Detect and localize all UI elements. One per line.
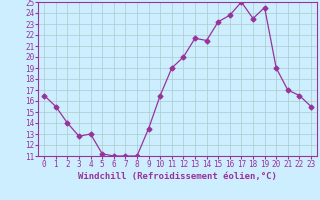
X-axis label: Windchill (Refroidissement éolien,°C): Windchill (Refroidissement éolien,°C) [78, 172, 277, 181]
